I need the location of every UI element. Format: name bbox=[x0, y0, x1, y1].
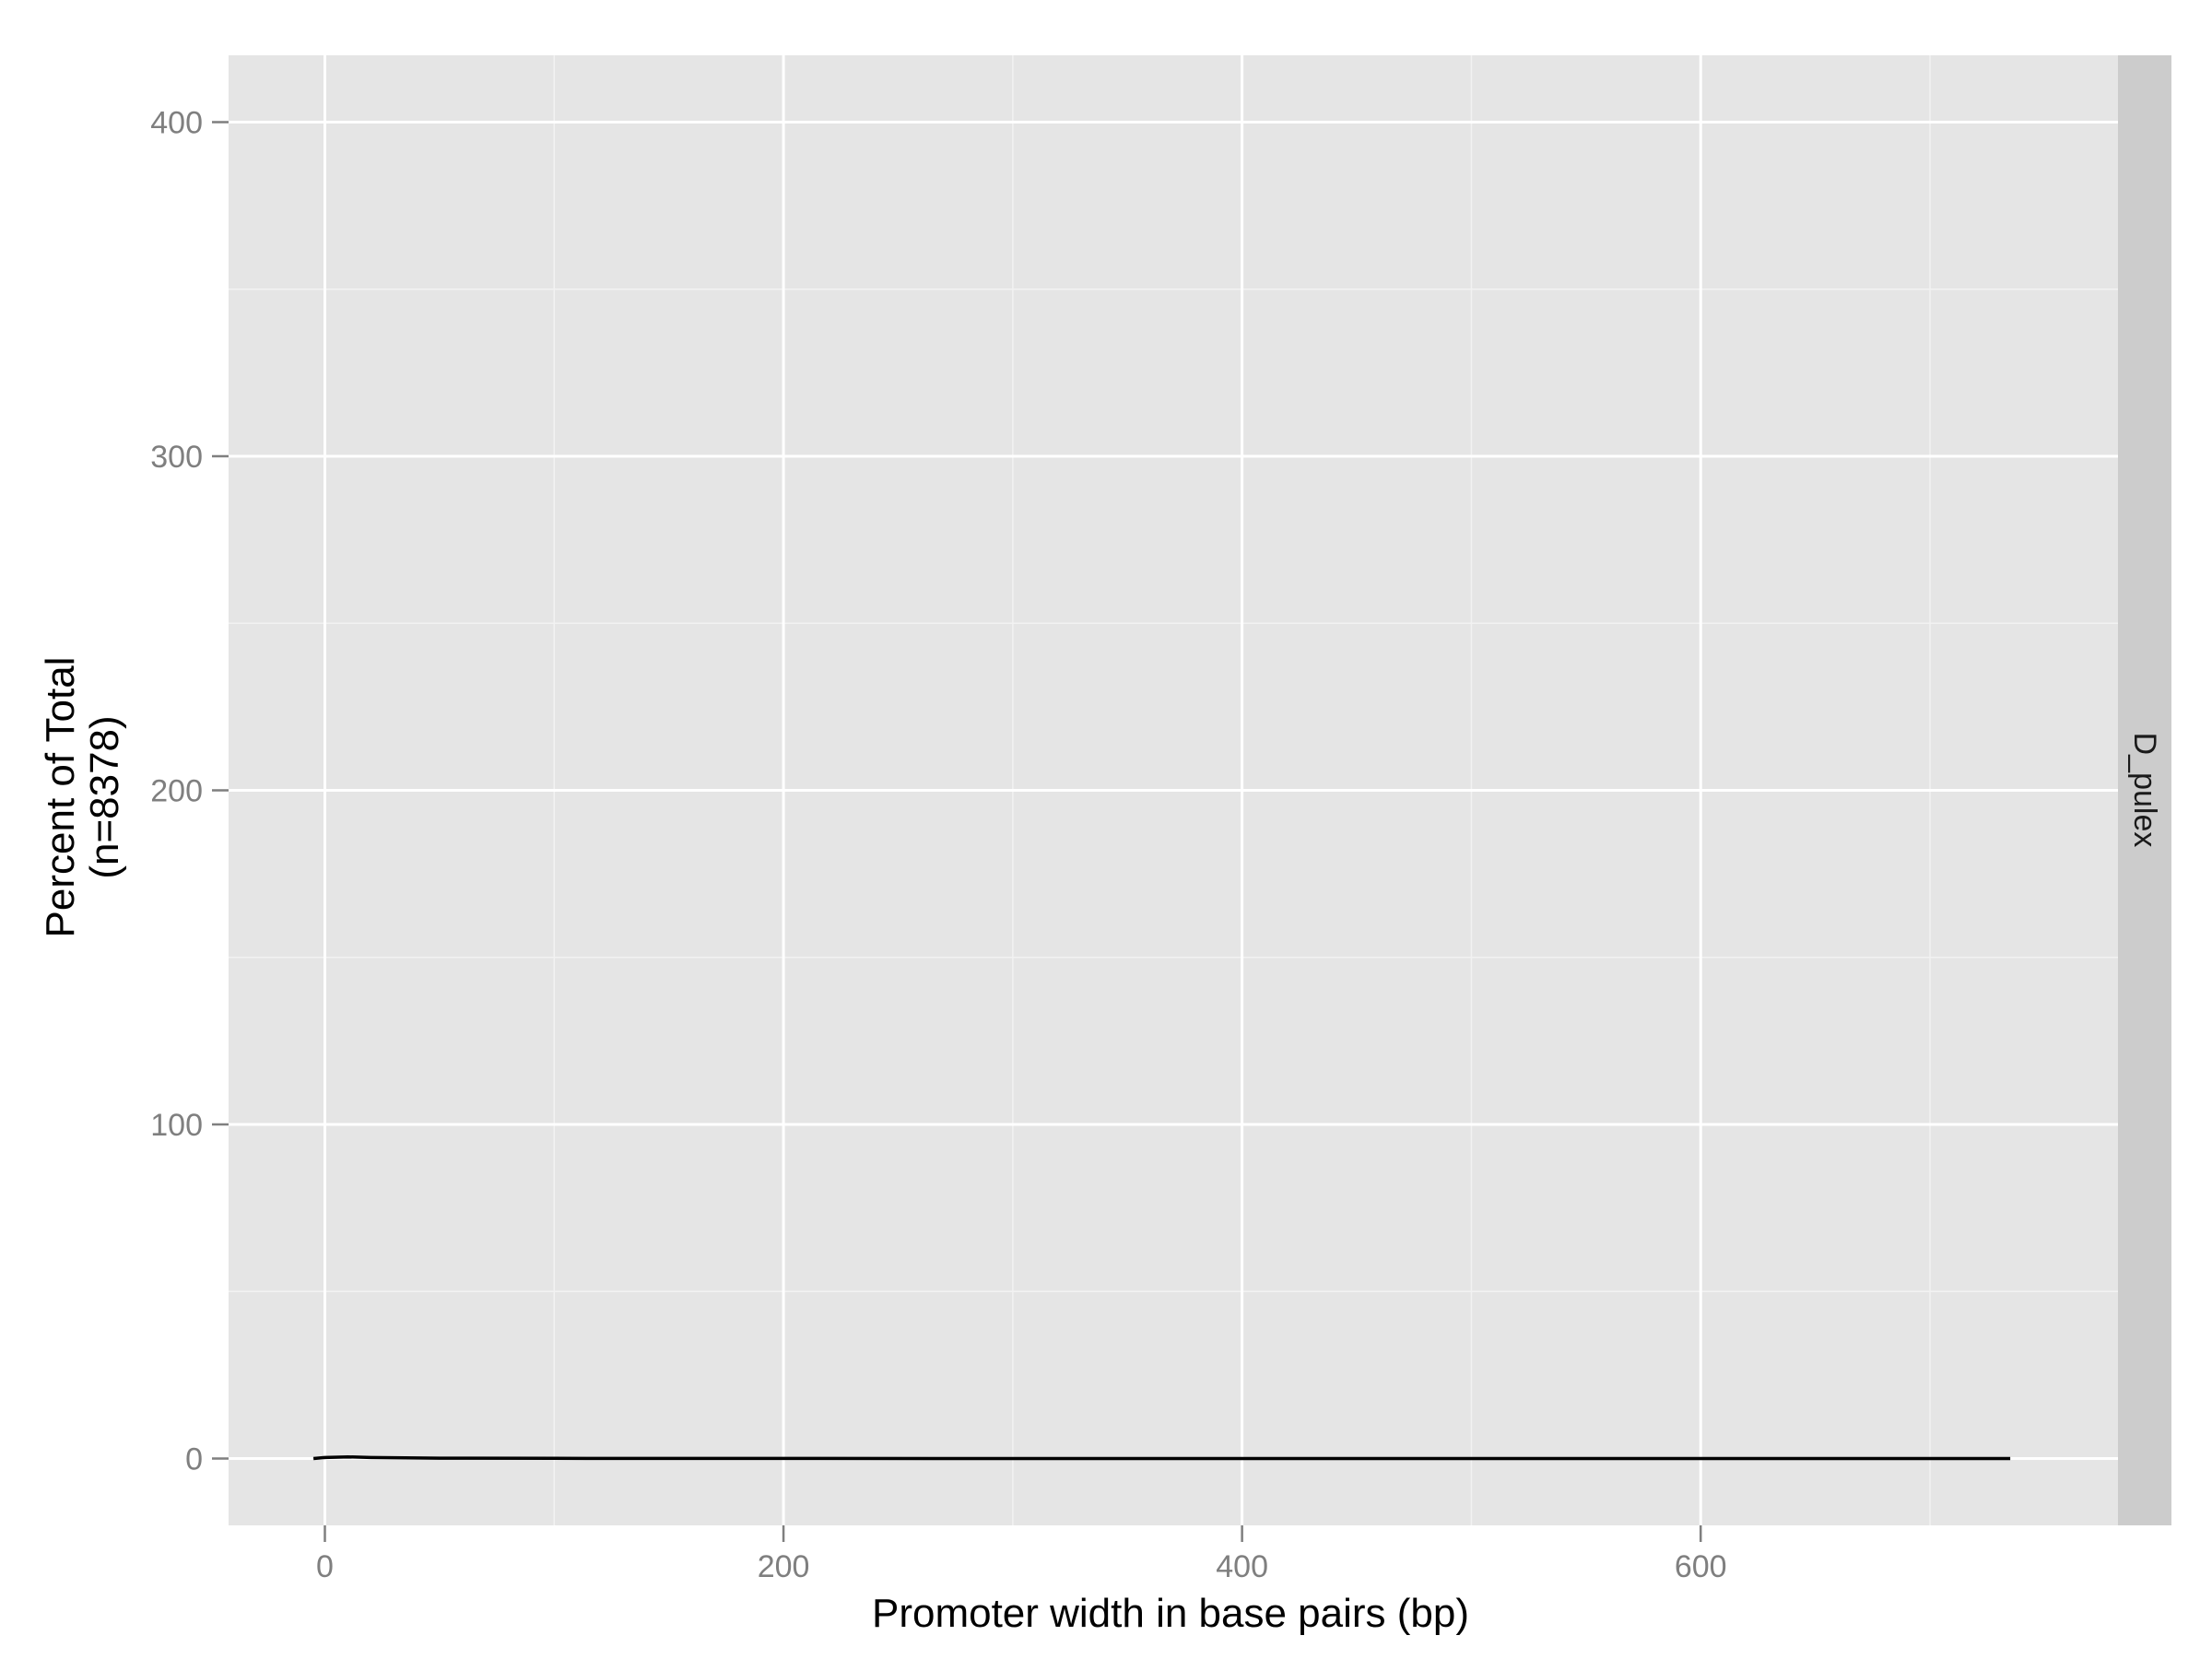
x-axis: 0 200 400 600 bbox=[316, 1525, 1727, 1584]
y-axis-title-line-1: Percent of Total bbox=[38, 657, 83, 938]
density-line bbox=[312, 1454, 2011, 1461]
series-layer bbox=[312, 1454, 2011, 1461]
facet-strip bbox=[2118, 55, 2171, 1525]
y-axis: 0 100 200 300 400 bbox=[150, 106, 229, 1477]
major-gridlines-x bbox=[323, 55, 1702, 1525]
minor-gridlines-y bbox=[229, 288, 2118, 1292]
y-tick-label: 200 bbox=[150, 774, 203, 809]
x-tick-label: 0 bbox=[316, 1549, 334, 1584]
y-axis-title-line-2: (n=8378) bbox=[82, 715, 127, 878]
x-tick-label: 400 bbox=[1216, 1549, 1268, 1584]
y-tick-label: 300 bbox=[150, 440, 203, 475]
x-tick-label: 600 bbox=[1675, 1549, 1727, 1584]
x-axis-title: Promoter width in base pairs (bp) bbox=[872, 1591, 1469, 1636]
y-tick-label: 100 bbox=[150, 1108, 203, 1143]
facet-label: D_pulex bbox=[2127, 733, 2162, 848]
y-tick-label: 0 bbox=[185, 1442, 203, 1477]
y-tick-label: 400 bbox=[150, 106, 203, 141]
y-axis-title: Percent of Total (n=8378) bbox=[38, 657, 127, 938]
x-tick-label: 200 bbox=[758, 1549, 810, 1584]
